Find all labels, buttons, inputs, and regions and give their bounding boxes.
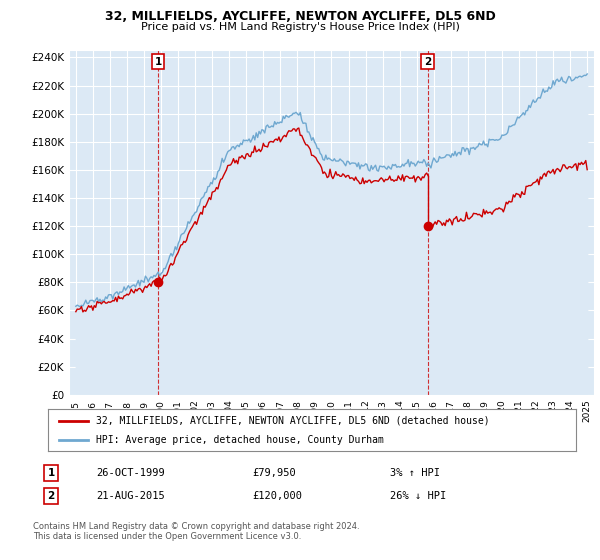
Text: 1: 1: [47, 468, 55, 478]
Text: 32, MILLFIELDS, AYCLIFFE, NEWTON AYCLIFFE, DL5 6ND (detached house): 32, MILLFIELDS, AYCLIFFE, NEWTON AYCLIFF…: [95, 416, 489, 426]
Text: Price paid vs. HM Land Registry's House Price Index (HPI): Price paid vs. HM Land Registry's House …: [140, 22, 460, 32]
Text: £79,950: £79,950: [252, 468, 296, 478]
Text: 26-OCT-1999: 26-OCT-1999: [96, 468, 165, 478]
Text: 21-AUG-2015: 21-AUG-2015: [96, 491, 165, 501]
Text: £120,000: £120,000: [252, 491, 302, 501]
Text: 3% ↑ HPI: 3% ↑ HPI: [390, 468, 440, 478]
Text: 2: 2: [424, 57, 431, 67]
Text: 1: 1: [154, 57, 161, 67]
Text: 32, MILLFIELDS, AYCLIFFE, NEWTON AYCLIFFE, DL5 6ND: 32, MILLFIELDS, AYCLIFFE, NEWTON AYCLIFF…: [104, 10, 496, 23]
Text: HPI: Average price, detached house, County Durham: HPI: Average price, detached house, Coun…: [95, 435, 383, 445]
Text: 2: 2: [47, 491, 55, 501]
Text: 26% ↓ HPI: 26% ↓ HPI: [390, 491, 446, 501]
Text: Contains HM Land Registry data © Crown copyright and database right 2024.
This d: Contains HM Land Registry data © Crown c…: [33, 522, 359, 542]
